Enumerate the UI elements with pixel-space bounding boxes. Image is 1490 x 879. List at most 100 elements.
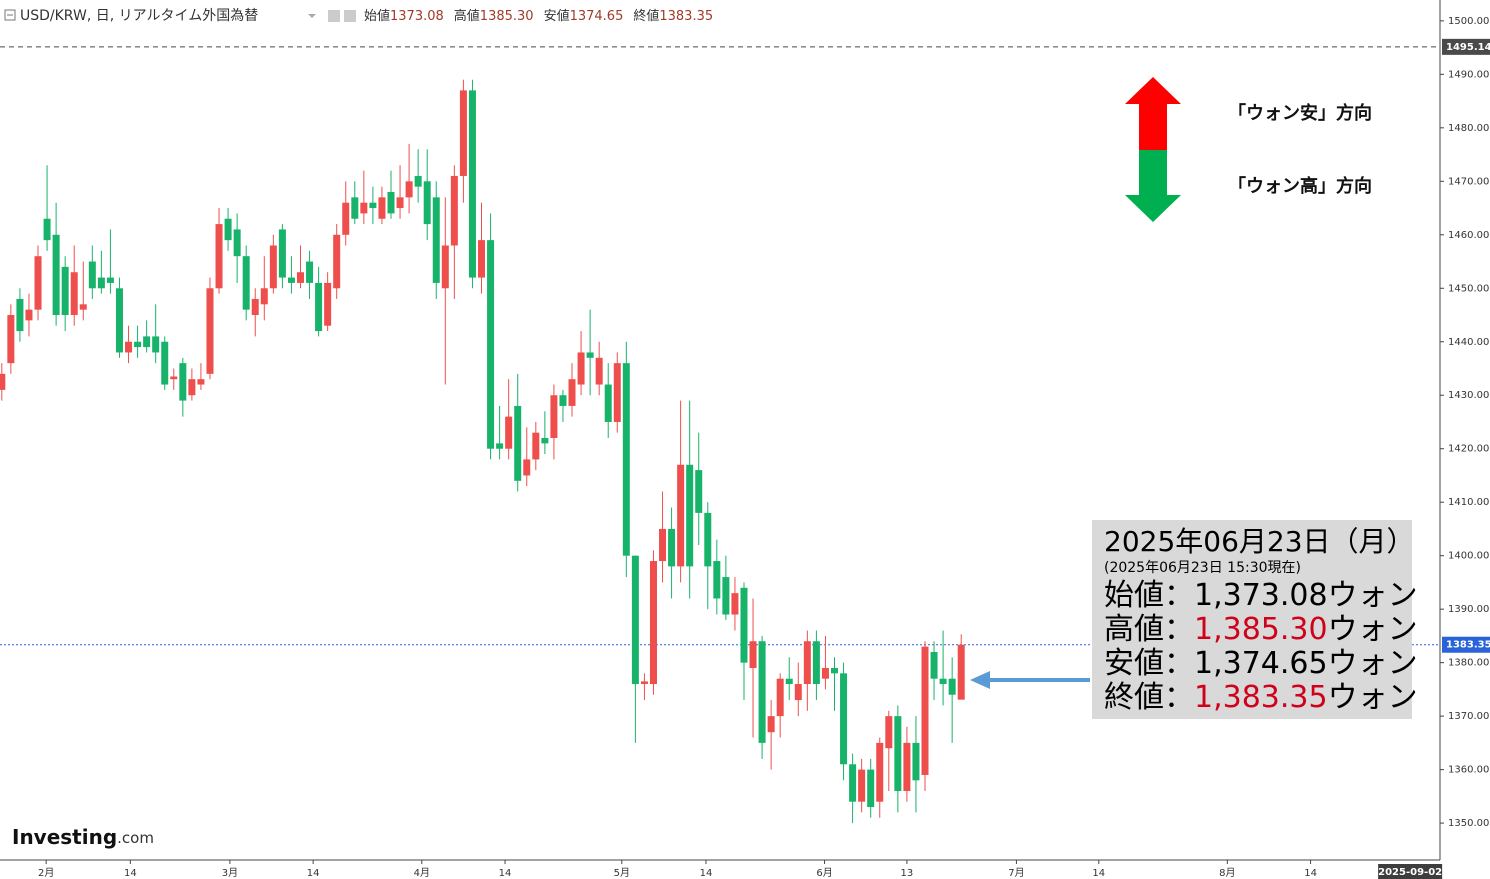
y-tick-label: 1490.00 — [1448, 69, 1489, 80]
info-rows: 始値：1,373.08ウォン高値：1,385.30ウォン安値：1,374.65ウ… — [1104, 578, 1418, 715]
candle-body — [523, 459, 531, 476]
candle-body — [659, 528, 667, 562]
candle-body — [342, 202, 350, 235]
info-as-of: (2025年06月23日 15:30現在) — [1104, 560, 1301, 576]
candle-body — [25, 309, 33, 321]
candle-body — [885, 716, 893, 749]
candle-body — [306, 261, 314, 283]
candle-body — [134, 341, 142, 348]
x-tick-label: 14 — [700, 868, 713, 879]
y-tick-label: 1480.00 — [1448, 123, 1489, 134]
header-label: 始値 — [364, 8, 390, 24]
header-values-text: 始値1373.08 高値1385.30 安値1374.65 終値1383.35 — [364, 8, 713, 24]
candle-body — [242, 256, 250, 310]
header-value: 1385.30 — [480, 9, 534, 24]
info-row: 高値：1,385.30ウォン — [1104, 612, 1418, 647]
candle-body — [894, 716, 902, 792]
candle-body — [613, 363, 621, 422]
collapse-icon[interactable] — [4, 9, 16, 21]
y-tick-label: 1440.00 — [1448, 337, 1489, 348]
candle-body — [296, 272, 304, 283]
candle-body — [423, 181, 431, 225]
annotation-up: 「ウォン安」方向 — [1228, 102, 1372, 124]
candle-body — [315, 282, 323, 332]
info-separator: ： — [1164, 578, 1194, 613]
close-icon[interactable] — [344, 10, 356, 22]
candle-body — [532, 432, 540, 460]
candle-body — [34, 256, 42, 310]
header-value: 1374.65 — [570, 9, 624, 24]
candle-body — [61, 266, 69, 316]
x-tick-label: 14 — [124, 868, 137, 879]
dropdown-icon[interactable] — [308, 14, 316, 18]
info-box: 2025年06月23日（月） (2025年06月23日 15:30現在) 始値：… — [970, 520, 1418, 719]
y-tick-label: 1420.00 — [1448, 444, 1489, 455]
candle-body — [686, 464, 694, 567]
candle-body — [496, 443, 504, 449]
info-unit: ウォン — [1328, 578, 1418, 613]
candle-body — [876, 742, 884, 802]
candle-body — [468, 90, 476, 278]
y-tick-label: 1450.00 — [1448, 283, 1489, 294]
info-separator: ： — [1164, 612, 1194, 647]
info-separator: ： — [1164, 680, 1194, 715]
x-tick-label: 6月 — [816, 867, 832, 879]
candle-body — [821, 667, 829, 679]
candle-body — [505, 416, 513, 449]
candle-body — [152, 336, 160, 353]
x-tick-label: 4月 — [414, 867, 430, 879]
candle-body — [188, 379, 196, 396]
candle-body — [387, 192, 395, 214]
candle-body — [550, 395, 558, 439]
x-tick-label: 14 — [499, 868, 512, 879]
candle-body — [830, 667, 838, 674]
candle-body — [70, 272, 78, 316]
candle-body — [215, 224, 223, 289]
candle-body — [224, 218, 232, 241]
candle-body — [179, 363, 187, 401]
candle-body — [912, 742, 920, 781]
price-label: 1495.14 — [1446, 42, 1490, 53]
x-tick-label: 8月 — [1219, 867, 1235, 879]
candle-body — [378, 197, 386, 219]
pointer-arrow-head — [970, 671, 990, 689]
header-label: 高値 — [454, 8, 480, 24]
current-date-label: 2025-09-02 — [1378, 867, 1442, 878]
candle-body — [478, 240, 486, 278]
candle-body — [115, 288, 123, 353]
candle-body — [287, 277, 295, 283]
candle-body — [88, 261, 96, 289]
candle-body — [731, 593, 739, 615]
price-label-box — [1442, 38, 1490, 55]
candle-body — [713, 561, 721, 599]
candle-body — [143, 336, 151, 348]
candle-body — [79, 304, 87, 310]
info-value: 1,385.30 — [1194, 612, 1328, 647]
candle-body — [106, 277, 114, 283]
candle-body — [749, 641, 757, 668]
info-label: 終値 — [1104, 680, 1164, 715]
y-tick-label: 1430.00 — [1448, 390, 1489, 401]
x-tick-label: 14 — [307, 868, 320, 879]
candle-body — [405, 181, 413, 198]
candle-body — [704, 512, 712, 567]
header: USD/KRW, 日, リアルタイム外国為替 始値1373.08 高値1385.3… — [4, 8, 713, 24]
candle-body — [0, 373, 6, 390]
x-tick-label: 5月 — [614, 867, 630, 879]
x-tick-label: 14 — [1092, 868, 1105, 879]
candle-body — [396, 197, 404, 209]
candle-body — [414, 175, 422, 187]
candle-body — [161, 341, 169, 385]
candle-body — [43, 218, 51, 241]
candle-body — [197, 379, 205, 385]
candle-body — [740, 587, 748, 663]
settings-icon[interactable] — [328, 10, 340, 22]
candle-body — [568, 379, 576, 406]
y-tick-label: 1350.00 — [1448, 818, 1489, 829]
info-label: 高値 — [1104, 612, 1164, 647]
candle-body — [333, 234, 341, 289]
candle-body — [867, 769, 875, 808]
x-tick-label: 7月 — [1008, 867, 1024, 879]
